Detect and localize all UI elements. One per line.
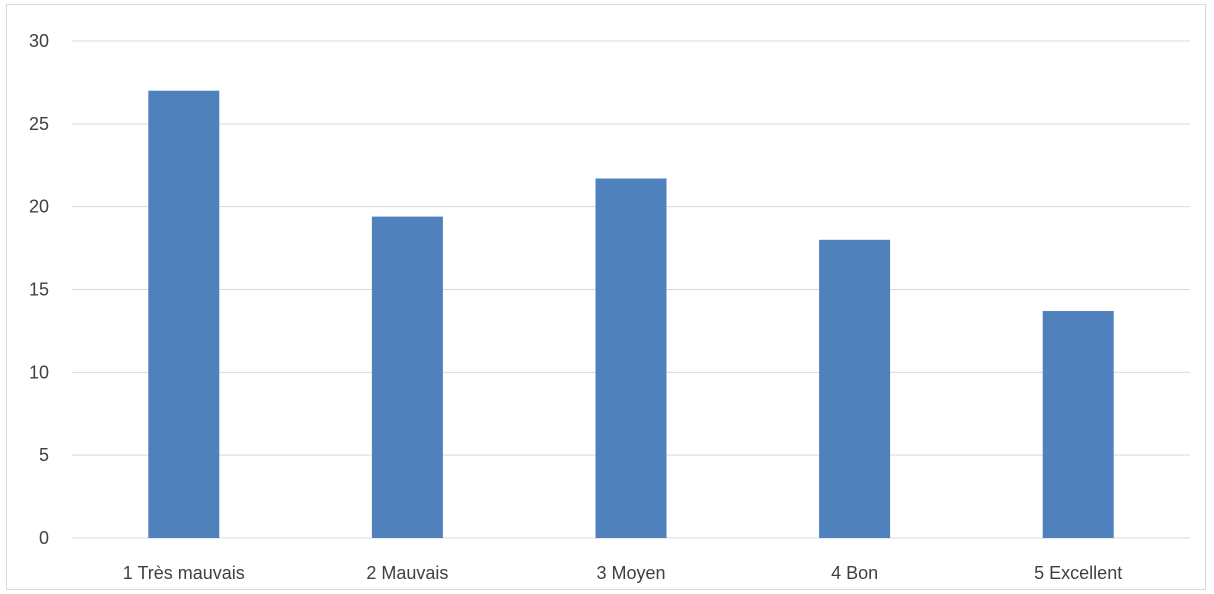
y-axis-tick-labels: 0 5 10 15 20 25 30 [29,31,49,548]
y-tick-label: 15 [29,280,49,300]
bar [148,90,220,538]
bar [819,239,891,539]
y-tick-label: 30 [29,31,49,51]
bar-series [148,90,1114,539]
x-category-label: 1 Très mauvais [123,563,245,583]
y-tick-label: 10 [29,362,49,382]
y-tick-label: 25 [29,114,49,134]
x-category-label: 3 Moyen [596,563,665,583]
bar [371,216,443,538]
x-axis-category-labels: 1 Très mauvais 2 Mauvais 3 Moyen 4 Bon 5 Exc… [123,563,1122,583]
y-tick-label: 20 [29,197,49,217]
bar [595,178,667,538]
x-category-label: 5 Excellent [1034,563,1122,583]
x-category-label: 2 Mauvais [366,563,448,583]
bar [1042,311,1114,538]
y-tick-label: 0 [39,528,49,548]
y-tick-label: 5 [39,445,49,465]
x-category-label: 4 Bon [831,563,878,583]
